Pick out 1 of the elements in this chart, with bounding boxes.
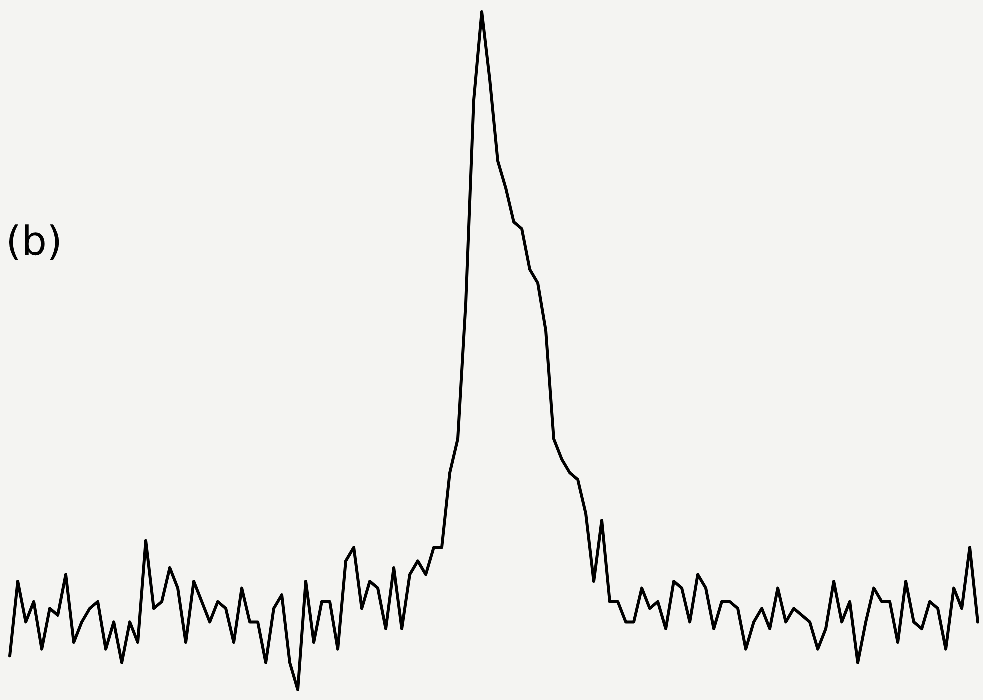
annotation: (b) bbox=[6, 219, 63, 265]
